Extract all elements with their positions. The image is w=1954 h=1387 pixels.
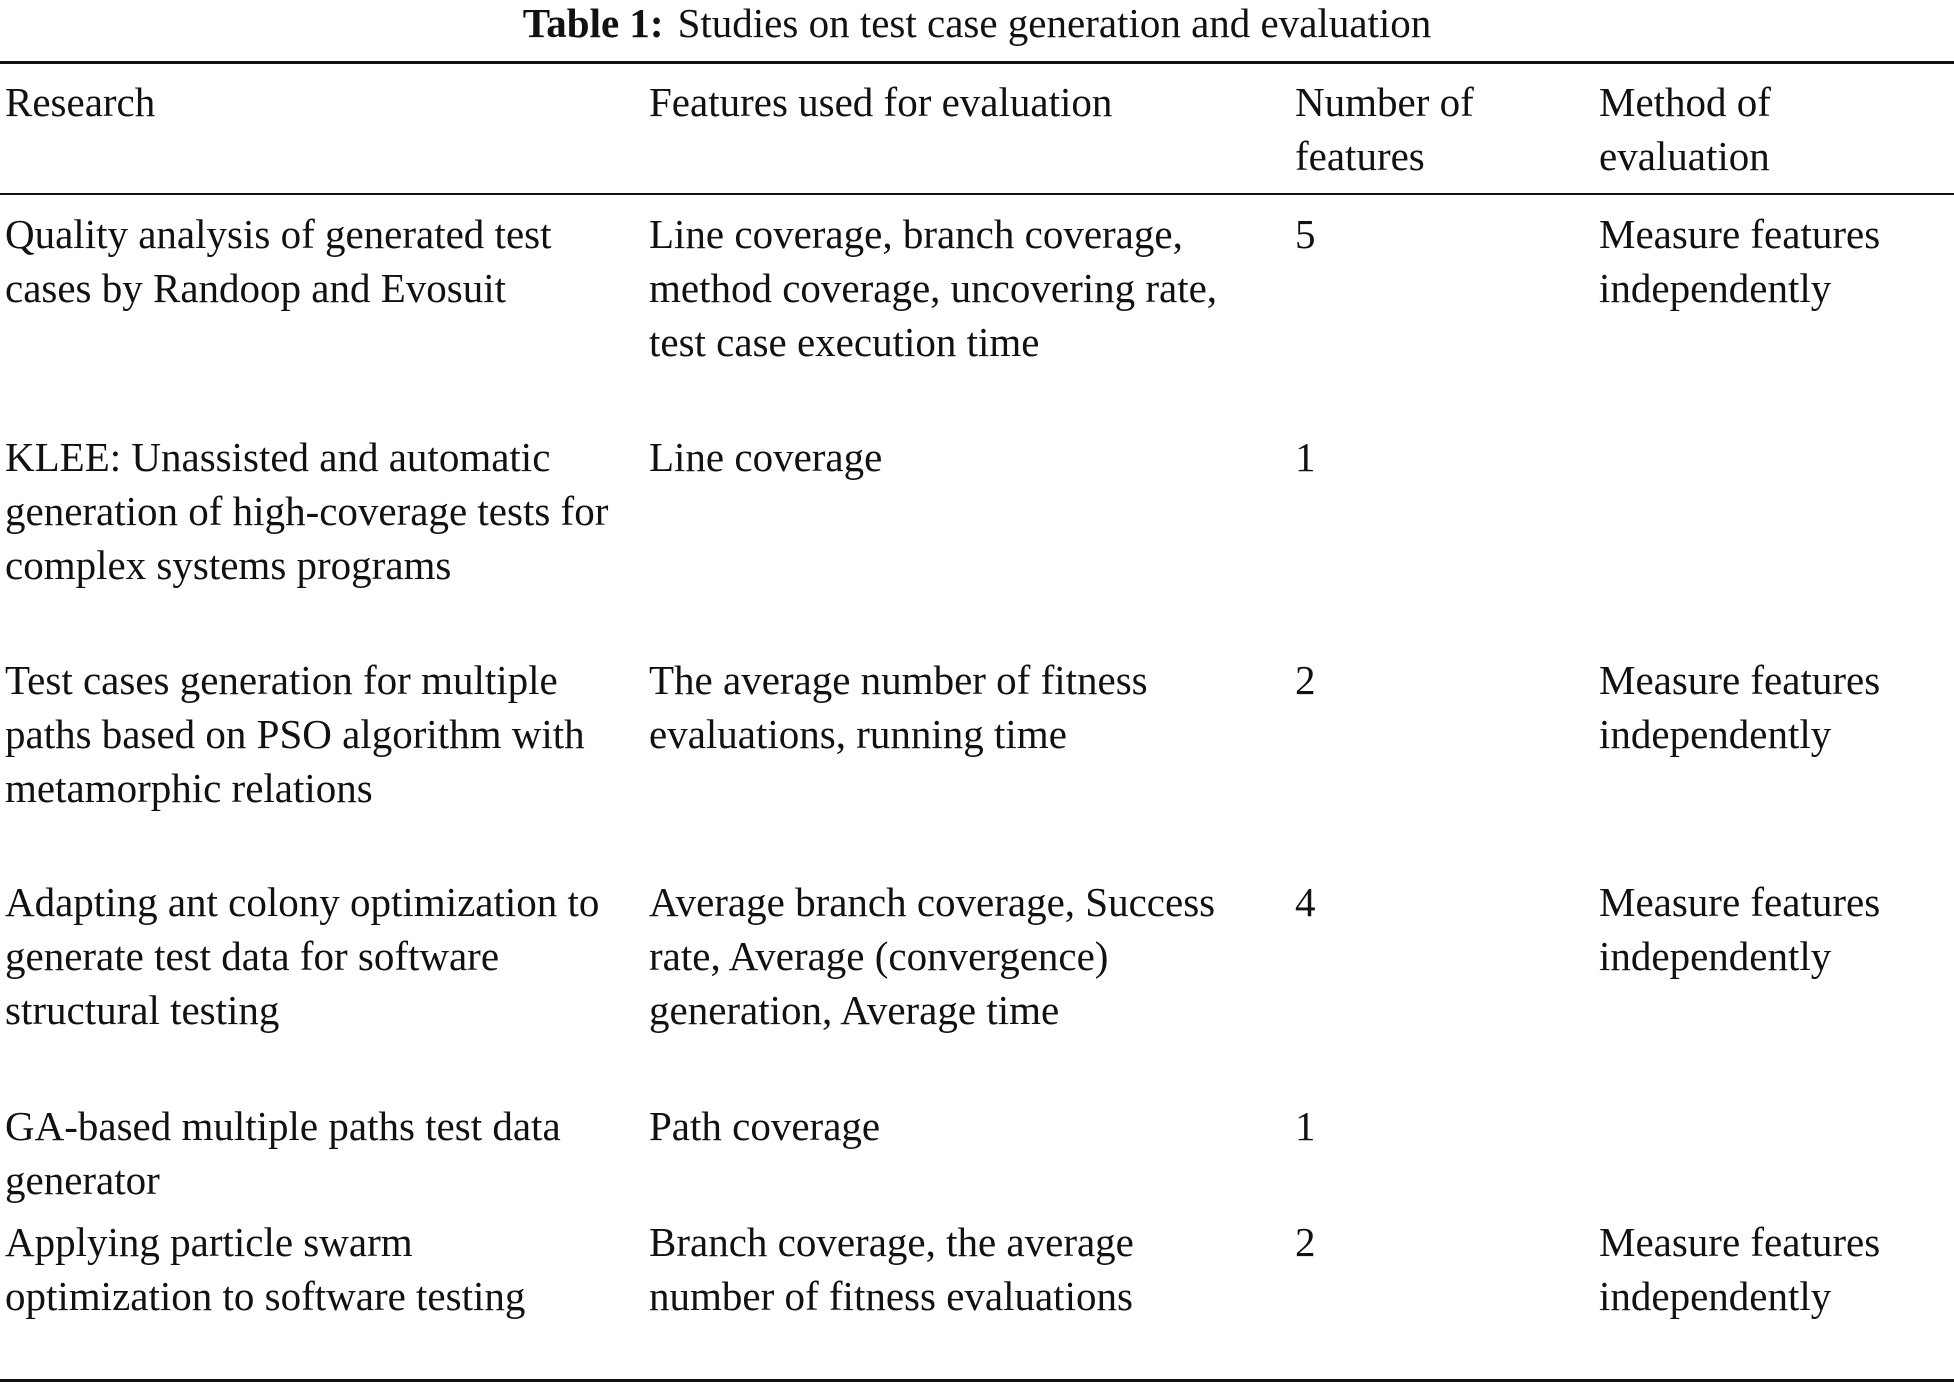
table-cell: Measure features independently (1599, 1219, 1881, 1319)
table-cell: Measure features independently (1599, 879, 1881, 979)
table-cell: GA-based multiple paths test data genera… (5, 1103, 561, 1203)
table-cell: The average number of fitness evaluation… (649, 657, 1148, 757)
header-cell: Features used for evaluation (649, 79, 1113, 125)
table-cell: KLEE: Unassisted and automatic generatio… (5, 434, 609, 588)
table-caption: Table 1: Studies on test case generation … (0, 0, 1954, 46)
table-cell: Test cases generation for multiple paths… (5, 657, 585, 811)
table-cell: Path coverage (649, 1103, 881, 1149)
table-cell: Applying particle swarm optimization to … (5, 1219, 526, 1319)
table-cell: 2 (1295, 657, 1316, 703)
table-cell: Branch coverage, the average number of f… (649, 1219, 1134, 1319)
table-cell: 4 (1295, 879, 1316, 925)
header-rule (0, 193, 1954, 195)
header-cell: Research (5, 79, 156, 125)
table-cell: 1 (1295, 434, 1316, 480)
header-cell: Method of evaluation (1599, 79, 1771, 179)
caption-label: Table 1: (522, 0, 664, 46)
header-cell: Number of features (1295, 79, 1474, 179)
table-cell: 1 (1295, 1103, 1316, 1149)
table-cell: Average branch coverage, Success rate, A… (649, 879, 1216, 1033)
table-cell: Measure features independently (1599, 211, 1881, 311)
table-cell: Line coverage (649, 434, 883, 480)
table-cell: Quality analysis of generated test cases… (5, 211, 552, 311)
table-cell: Measure features independently (1599, 657, 1881, 757)
table-cell: 2 (1295, 1219, 1316, 1265)
table-cell: 5 (1295, 211, 1316, 257)
table-cell: Adapting ant colony optimization to gene… (5, 879, 600, 1033)
table-cell: Line coverage, branch coverage, method c… (649, 211, 1218, 365)
top-rule (0, 61, 1954, 64)
bottom-rule (0, 1379, 1954, 1382)
caption-text: Studies on test case generation and eval… (677, 0, 1432, 46)
